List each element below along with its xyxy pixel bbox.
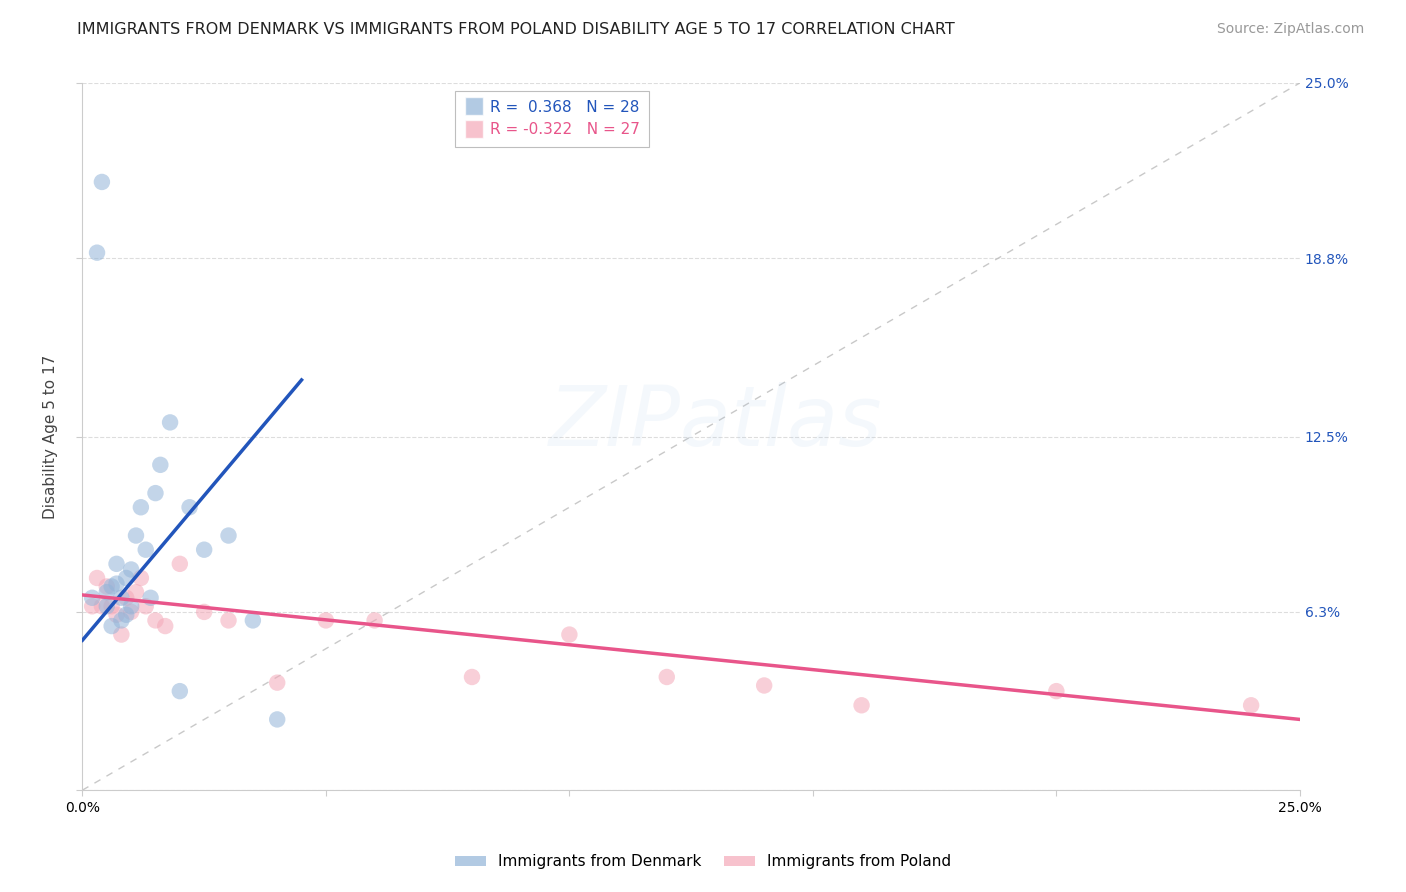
Point [115, 571, 138, 585]
Point [82, 599, 104, 614]
Point [110, 591, 132, 605]
Legend: R =  0.368   N = 28, R = -0.322   N = 27: R = 0.368 N = 28, R = -0.322 N = 27 [456, 91, 650, 146]
Point [96, 579, 118, 593]
Point [110, 627, 132, 641]
Point [139, 591, 162, 605]
Point [159, 416, 181, 430]
Point [105, 576, 128, 591]
Point [115, 607, 138, 622]
Point [125, 585, 148, 599]
Point [363, 614, 385, 628]
Point [179, 500, 201, 515]
Point [96, 585, 118, 599]
Point [169, 684, 191, 698]
Point [129, 500, 152, 515]
Point [115, 591, 138, 605]
Point [90, 599, 112, 614]
Point [145, 486, 167, 500]
Point [218, 528, 240, 542]
Point [129, 571, 152, 585]
Point [1240, 698, 1263, 713]
Point [155, 619, 177, 633]
Point [125, 528, 148, 542]
Point [242, 614, 264, 628]
Point [193, 605, 215, 619]
Point [558, 627, 581, 641]
Point [149, 458, 172, 472]
Point [100, 579, 122, 593]
Point [1045, 684, 1067, 698]
Point [754, 678, 776, 692]
Point [851, 698, 873, 713]
Point [110, 614, 132, 628]
Point [100, 619, 122, 633]
Point [266, 675, 288, 690]
Y-axis label: Disability Age 5 to 17: Disability Age 5 to 17 [44, 354, 58, 518]
Point [105, 607, 128, 622]
Point [169, 557, 191, 571]
Point [120, 599, 142, 614]
Point [135, 599, 157, 614]
Text: ZIPatlas: ZIPatlas [548, 382, 883, 463]
Point [120, 605, 142, 619]
Point [218, 614, 240, 628]
Point [135, 542, 157, 557]
Point [82, 591, 104, 605]
Legend: Immigrants from Denmark, Immigrants from Poland: Immigrants from Denmark, Immigrants from… [449, 848, 957, 875]
Text: IMMIGRANTS FROM DENMARK VS IMMIGRANTS FROM POLAND DISABILITY AGE 5 TO 17 CORRELA: IMMIGRANTS FROM DENMARK VS IMMIGRANTS FR… [77, 22, 955, 37]
Point [90, 175, 112, 189]
Point [655, 670, 678, 684]
Point [266, 713, 288, 727]
Point [105, 557, 128, 571]
Point [315, 614, 337, 628]
Point [86, 245, 108, 260]
Point [100, 599, 122, 614]
Point [86, 571, 108, 585]
Point [145, 614, 167, 628]
Point [120, 562, 142, 576]
Point [193, 542, 215, 557]
Point [461, 670, 484, 684]
Text: Source: ZipAtlas.com: Source: ZipAtlas.com [1216, 22, 1364, 37]
Point [96, 599, 118, 614]
